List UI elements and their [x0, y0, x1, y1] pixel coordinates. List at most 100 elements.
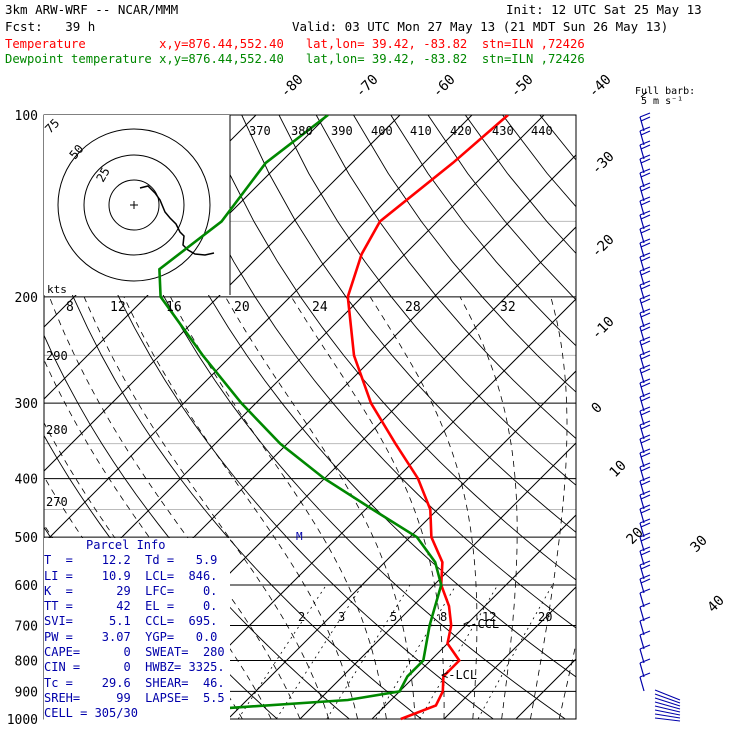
wind-barb-flag: [640, 200, 651, 206]
isotherm-line: [299, 442, 576, 720]
wind-barb-flag: [639, 630, 651, 636]
wind-barb: [639, 494, 645, 510]
isotherm-line: [660, 115, 740, 719]
wind-barb: [654, 701, 681, 710]
parcel-info-row: CIN = 0 HWBZ= 3325.: [44, 660, 225, 675]
wind-barb-flag: [639, 238, 651, 244]
wind-barb-flag: [640, 270, 651, 276]
wind-barb-flag: [640, 284, 651, 290]
wind-barb: [639, 550, 645, 566]
model-title: 3km ARW-WRF -- NCAR/MMM: [5, 2, 179, 17]
wind-barb: [639, 410, 645, 426]
parcel-info-row: T = 12.2 Td = 5.9: [44, 553, 218, 568]
dry-adiabat-line: [129, 115, 576, 678]
wind-barb-flag: [640, 172, 651, 178]
mixing-ratio-label: 20: [234, 300, 250, 315]
wind-barb-flag: [639, 252, 651, 258]
theta-label: 410: [410, 124, 432, 138]
mixing-ratio-label: 24: [312, 300, 328, 315]
wind-barb: [639, 620, 645, 636]
wind-barb: [639, 158, 645, 174]
moist-adiabat-line: [369, 296, 478, 720]
wind-barb-flag: [639, 532, 651, 538]
wind-barb-flag: [639, 420, 651, 426]
pressure-tick-label: 400: [15, 473, 38, 488]
wind-barb: [639, 186, 645, 202]
parcel-info-row: K = 29 LFC= 0.: [44, 583, 218, 598]
mixing-ratio-label: 32: [500, 300, 516, 315]
wind-barb-flag: [640, 298, 651, 304]
wind-barb-flag: [639, 588, 651, 594]
wind-barb-flag: [640, 396, 651, 402]
wind-barb-flag: [639, 406, 651, 412]
mixing-ratio-label: 16: [166, 300, 182, 315]
mixing-ratio-line: [375, 584, 457, 720]
wind-barb-flag: [640, 228, 651, 234]
wind-barb: [639, 648, 645, 664]
theta-label: 270: [46, 495, 68, 509]
dry-adiabat-line: [315, 115, 576, 440]
mixing-ratio-line: [419, 584, 499, 720]
wind-barb-flag: [639, 434, 651, 440]
mixing-ratio-label: 8: [440, 610, 447, 624]
wind-barb: [639, 438, 645, 454]
wind-barb: [639, 424, 645, 440]
wind-barb-flag: [639, 154, 651, 160]
m-marker: M: [296, 530, 303, 543]
wind-barb-flag: [639, 112, 651, 118]
dry-adiabat-line: [502, 115, 576, 208]
wind-barb: [639, 284, 645, 300]
wind-barb: [639, 578, 645, 594]
isotherm-line: [371, 514, 576, 720]
mixing-ratio-label: 5: [390, 610, 397, 624]
wind-barb-flag: [639, 616, 651, 622]
wind-barb: [639, 312, 645, 328]
dry-adiabat-line: [577, 115, 740, 719]
wind-barb-flag: [640, 438, 651, 444]
wind-barb-flag: [639, 364, 651, 370]
wind-barb-flag: [639, 602, 651, 608]
pressure-tick-label: 300: [15, 397, 38, 412]
wind-barb-flag: [639, 308, 651, 314]
wind-barb: [654, 705, 681, 713]
wind-barb: [639, 130, 645, 146]
wind-barb-flag: [640, 144, 651, 150]
moist-adiabat-line: [558, 642, 576, 720]
wind-legend-barb: [640, 91, 648, 98]
wind-barb: [639, 256, 645, 272]
wind-barb: [654, 689, 681, 701]
dry-adiabat-line: [54, 115, 494, 720]
parcel-info-row: TT = 42 EL = 0.: [44, 599, 218, 614]
temperature-tick-label: -10: [589, 314, 618, 343]
dry-adiabat-line: [203, 115, 576, 581]
hodograph-ring: [108, 179, 160, 231]
wind-barb-flag: [639, 448, 651, 454]
wind-barb-flag: [639, 266, 651, 272]
hodograph-ring: [83, 154, 185, 256]
wind-barb-flag: [639, 140, 651, 146]
isotherm-line: [44, 115, 545, 616]
parcel-info-row: PW = 3.07 YGP= 0.0: [44, 629, 218, 644]
dry-adiabat-line: [278, 115, 576, 486]
moist-adiabat-line: [225, 296, 416, 720]
hodograph-ring-label: 25: [93, 165, 112, 185]
wind-barb-flag: [639, 476, 651, 482]
pressure-tick-label: 100: [15, 109, 38, 124]
wind-barb-flag: [640, 382, 651, 388]
dry-adiabat-line: [241, 115, 576, 533]
wind-barb-flag: [640, 116, 651, 122]
wind-barb-flag: [639, 518, 651, 524]
wind-barb: [639, 592, 645, 608]
pressure-tick-label: 900: [15, 685, 38, 700]
pressure-tick-label: 600: [15, 579, 38, 594]
dry-adiabat-line: [44, 217, 422, 720]
mixing-ratio-label: 2: [298, 610, 305, 624]
pressure-tick-label: 700: [15, 619, 38, 634]
wind-barb-flag: [640, 564, 651, 570]
isotherm-line: [443, 586, 576, 720]
wind-barb-flag: [639, 658, 651, 664]
wind-barb: [639, 522, 645, 538]
pressure-tick-label: 1000: [7, 713, 38, 728]
wind-barb: [654, 713, 681, 719]
